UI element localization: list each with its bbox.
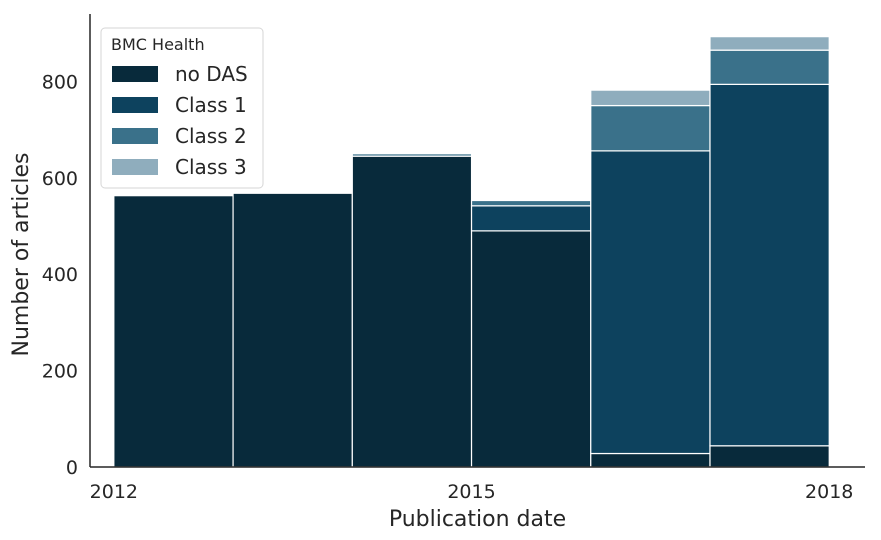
x-tick-labels: 2012 2015 2018 (90, 481, 854, 503)
y-axis-label: Number of articles (9, 152, 34, 356)
bar-no-das-bin-1 (113, 195, 234, 468)
legend-swatch-class-2 (112, 128, 158, 144)
y-tick-label: 600 (42, 168, 78, 190)
legend: BMC Health no DAS Class 1 Class 2 Class 3 (100, 27, 264, 189)
x-tick-label: 2015 (447, 481, 495, 503)
y-tick-label: 400 (42, 264, 78, 286)
bar-no-das-bin-3 (351, 155, 473, 468)
x-axis-label: Publication date (389, 507, 566, 532)
legend-items: no DAS Class 1 Class 2 Class 3 (112, 62, 248, 179)
y-tick-label: 0 (66, 457, 78, 479)
bar-no-das-bin-5 (590, 452, 711, 468)
legend-label-class-3: Class 3 (175, 155, 247, 179)
x-tick-label: 2018 (805, 481, 853, 503)
bar-class-1-bin-4 (470, 205, 592, 232)
legend-label-class-2: Class 2 (175, 124, 247, 148)
bars-group (113, 36, 830, 468)
x-tick-label: 2012 (90, 481, 138, 503)
legend-label-no-das: no DAS (175, 62, 248, 86)
legend-swatch-no-das (112, 66, 158, 82)
bar-class-2-bin-5 (590, 104, 711, 152)
legend-swatch-class-1 (112, 97, 158, 113)
bar-class-3-bin-6 (709, 36, 830, 51)
legend-title: BMC Health (111, 35, 205, 54)
bar-class-1-bin-6 (709, 83, 830, 447)
bar-class-2-bin-4 (470, 199, 592, 207)
legend-label-class-1: Class 1 (175, 93, 247, 117)
y-tick-label: 800 (42, 71, 78, 93)
y-tick-label: 200 (42, 361, 78, 383)
bar-class-2-bin-6 (709, 49, 830, 85)
bar-no-das-bin-2 (232, 192, 353, 468)
bar-class-3-bin-5 (590, 89, 711, 107)
bar-no-das-bin-6 (709, 445, 830, 468)
bar-no-das-bin-4 (470, 230, 592, 468)
bar-class-1-bin-5 (590, 150, 711, 455)
y-tick-labels: 0 200 400 600 800 (42, 71, 78, 479)
bar-class-2-bin-3 (351, 153, 473, 157)
legend-swatch-class-3 (112, 159, 158, 175)
